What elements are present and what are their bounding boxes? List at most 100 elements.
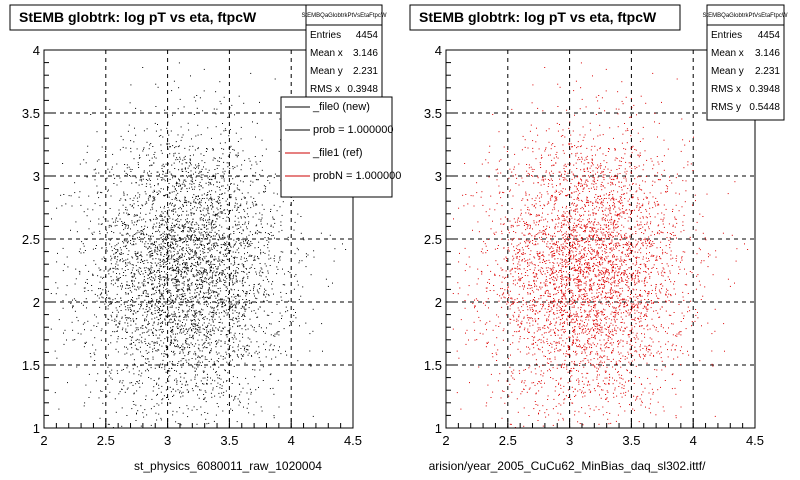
scatter-point — [168, 321, 170, 323]
scatter-point — [193, 276, 195, 278]
scatter-point — [219, 272, 221, 274]
scatter-point — [144, 299, 146, 301]
scatter-point — [659, 257, 661, 259]
scatter-point — [146, 128, 148, 130]
scatter-point — [222, 171, 224, 173]
scatter-point — [181, 224, 183, 226]
legend-label: prob = 1.000000 — [313, 124, 393, 136]
scatter-point — [169, 171, 171, 173]
scatter-point — [552, 262, 554, 263]
scatter-point — [205, 151, 207, 152]
scatter-point — [104, 218, 106, 220]
scatter-point — [201, 219, 203, 221]
scatter-point — [184, 241, 185, 242]
scatter-point — [173, 239, 175, 241]
scatter-point — [635, 191, 637, 193]
scatter-point — [205, 296, 206, 298]
scatter-point — [227, 166, 229, 168]
scatter-point — [228, 340, 230, 342]
scatter-point — [192, 297, 194, 299]
scatter-point — [121, 389, 123, 390]
scatter-point — [605, 383, 607, 385]
scatter-point — [228, 171, 230, 173]
scatter-point — [238, 356, 239, 358]
scatter-point — [111, 246, 113, 248]
scatter-point — [259, 263, 261, 264]
scatter-point — [213, 308, 215, 310]
scatter-point — [137, 200, 139, 202]
scatter-point — [131, 222, 133, 224]
scatter-point — [238, 206, 240, 208]
scatter-point — [191, 222, 193, 224]
scatter-point — [234, 305, 236, 307]
scatter-point — [122, 222, 124, 224]
scatter-point — [167, 250, 169, 252]
scatter-point — [189, 292, 191, 294]
scatter-point — [74, 283, 76, 285]
scatter-point — [189, 288, 190, 290]
scatter-point — [191, 409, 193, 411]
scatter-point — [233, 233, 235, 234]
scatter-point — [241, 305, 243, 307]
scatter-point — [190, 162, 191, 164]
scatter-point — [115, 266, 116, 268]
scatter-point — [203, 298, 205, 300]
scatter-point — [133, 373, 135, 375]
scatter-point — [154, 247, 156, 249]
scatter-point — [148, 310, 150, 312]
scatter-point — [93, 260, 95, 262]
scatter-point — [152, 252, 153, 254]
scatter-point — [203, 372, 205, 373]
scatter-point — [296, 247, 298, 249]
scatter-point — [184, 155, 186, 157]
scatter-point — [128, 317, 130, 319]
scatter-point — [121, 258, 123, 260]
scatter-point — [141, 305, 142, 307]
scatter-point — [158, 300, 160, 302]
scatter-point — [196, 409, 198, 411]
scatter-point — [233, 350, 235, 352]
scatter-point — [608, 373, 610, 375]
scatter-point — [223, 255, 225, 257]
scatter-point — [216, 250, 218, 252]
scatter-point — [179, 264, 181, 266]
scatter-point — [208, 221, 210, 223]
scatter-point — [218, 322, 220, 323]
scatter-point — [225, 130, 227, 131]
scatter-point — [202, 214, 204, 216]
scatter-point — [138, 267, 140, 269]
scatter-point — [200, 287, 201, 289]
scatter-point — [230, 183, 232, 184]
scatter-point — [212, 312, 214, 313]
scatter-point — [260, 267, 262, 269]
x-tick-label: 4 — [288, 433, 295, 448]
scatter-point — [205, 271, 207, 273]
scatter-point — [175, 197, 177, 199]
scatter-point — [101, 223, 103, 225]
scatter-point — [169, 229, 171, 231]
scatter-point — [171, 300, 173, 302]
scatter-point — [204, 281, 205, 282]
scatter-point — [235, 199, 237, 201]
scatter-point — [97, 373, 99, 375]
scatter-point — [196, 363, 198, 365]
scatter-point — [251, 310, 253, 312]
scatter-point — [149, 196, 151, 198]
scatter-point — [259, 360, 261, 362]
scatter-point — [288, 300, 290, 302]
scatter-point — [625, 391, 627, 393]
scatter-point — [157, 270, 158, 272]
scatter-point — [254, 295, 255, 297]
scatter-point — [152, 301, 154, 303]
scatter-point — [223, 279, 224, 281]
scatter-point — [203, 394, 205, 395]
scatter-point — [181, 293, 183, 295]
scatter-point — [95, 263, 97, 265]
scatter-point — [160, 417, 162, 419]
scatter-point — [161, 303, 163, 305]
scatter-point — [231, 280, 233, 282]
scatter-point — [533, 304, 535, 306]
scatter-point — [188, 259, 190, 260]
scatter-point — [195, 251, 197, 253]
scatter-point — [251, 255, 253, 257]
